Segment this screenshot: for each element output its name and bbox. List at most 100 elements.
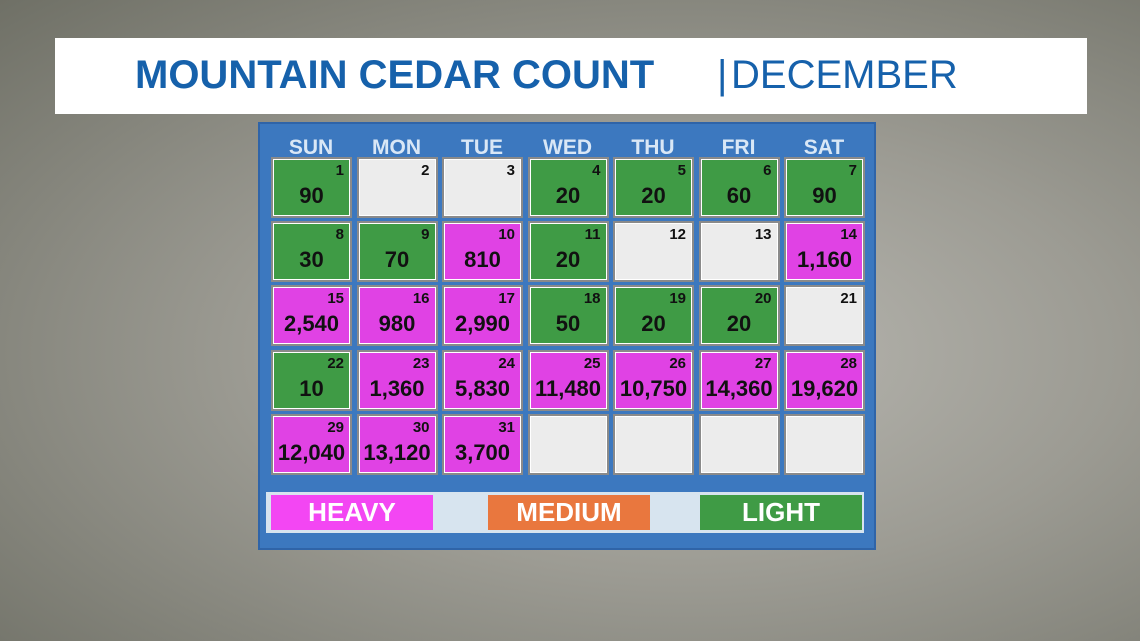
day-number: 11 <box>584 226 601 244</box>
day-number: 31 <box>498 418 515 436</box>
legend-item: MEDIUM <box>488 495 650 530</box>
weekday-label: FRI <box>721 136 756 159</box>
pollen-count: 60 <box>726 183 752 208</box>
day-cell: 1 90 <box>271 157 352 218</box>
day-number: 10 <box>498 226 515 244</box>
day-number: 13 <box>754 226 772 244</box>
day-cell: 3 <box>442 157 523 218</box>
header-bar: MOUNTAIN CEDAR COUNT | DECEMBER <box>55 38 1087 114</box>
pollen-count: 30 <box>299 247 324 273</box>
day-cell: 5 20 <box>613 157 694 218</box>
day-cell: 9 70 <box>356 221 438 283</box>
day-cell: 11 20 <box>527 221 609 283</box>
day-number: 19 <box>669 290 686 308</box>
day-number: 7 <box>848 162 857 179</box>
separator: | <box>717 53 728 97</box>
day-number: 5 <box>677 162 686 179</box>
day-number: 29 <box>327 418 344 436</box>
day-number: 17 <box>498 290 515 308</box>
day-cell: 20 20 <box>698 285 780 347</box>
day-number: 28 <box>840 354 857 372</box>
weekday-label: MON <box>372 136 421 159</box>
calendar-panel: SUN MON TUE WED THU FRI SAT 1 90 2 3 4 20 5 20 6 60 7 90 8 3… <box>258 122 876 550</box>
weekday-label: SUN <box>288 136 334 159</box>
legend-item: HEAVY <box>271 495 433 530</box>
day-cell: 12 <box>613 221 694 283</box>
day-cell: 31 3,700 <box>442 413 523 475</box>
day-cell: 14 1,160 <box>784 221 865 283</box>
pollen-count: 1,360 <box>369 375 425 401</box>
day-number: 8 <box>335 226 344 244</box>
day-cell: 4 20 <box>527 157 609 218</box>
day-cell <box>784 413 865 475</box>
day-cell: 24 5,830 <box>442 349 523 411</box>
day-cell: 29 12,040 <box>271 413 352 475</box>
weekday-label: SAT <box>803 136 845 159</box>
day-number: 20 <box>754 290 772 308</box>
pollen-count: 90 <box>812 183 837 208</box>
day-cell: 6 60 <box>698 157 780 218</box>
day-number: 16 <box>412 290 430 308</box>
day-cell: 8 30 <box>271 221 352 283</box>
day-cell: 21 <box>784 285 865 347</box>
day-number: 22 <box>327 354 344 372</box>
day-cell: 23 1,360 <box>356 349 438 411</box>
pollen-count: 3,700 <box>454 439 511 465</box>
pollen-count: 10,750 <box>619 375 688 401</box>
day-number: 14 <box>840 226 857 244</box>
day-number: 26 <box>669 354 686 372</box>
pollen-count: 11,480 <box>534 375 602 401</box>
pollen-count: 13,120 <box>363 439 431 465</box>
day-number: 9 <box>421 226 430 244</box>
pollen-count: 70 <box>384 247 410 273</box>
day-number: 3 <box>506 162 515 179</box>
day-number: 2 <box>421 162 430 179</box>
day-number: 24 <box>498 354 515 372</box>
day-number: 21 <box>840 290 857 308</box>
day-number: 6 <box>763 162 772 179</box>
pollen-count: 2,990 <box>454 311 511 337</box>
day-cell: 10 810 <box>442 221 523 283</box>
pollen-count: 20 <box>555 247 581 273</box>
day-number: 12 <box>669 226 686 244</box>
day-cell: 28 19,620 <box>784 349 865 411</box>
day-cell: 7 90 <box>784 157 865 218</box>
day-cell: 15 2,540 <box>271 285 352 347</box>
day-number: 27 <box>754 354 772 372</box>
pollen-count: 14,360 <box>705 375 773 401</box>
pollen-count: 20 <box>555 183 581 208</box>
pollen-count: 5,830 <box>454 375 511 401</box>
pollen-count: 50 <box>555 311 581 337</box>
pollen-count: 12,040 <box>277 439 346 465</box>
day-cell: 17 2,990 <box>442 285 523 347</box>
day-cell: 25 11,480 <box>527 349 609 411</box>
month: DECEMBER <box>731 53 958 97</box>
weekday-label: WED <box>543 136 592 159</box>
title: MOUNTAIN CEDAR COUNT <box>135 53 655 97</box>
legend-item: LIGHT <box>700 495 862 530</box>
pollen-count: 10 <box>299 375 324 401</box>
day-number: 15 <box>327 290 344 308</box>
day-number: 4 <box>592 162 601 179</box>
pollen-count: 19,620 <box>790 375 859 401</box>
day-cell: 26 10,750 <box>613 349 694 411</box>
day-cell <box>613 413 694 475</box>
day-cell: 18 50 <box>527 285 609 347</box>
day-cell: 19 20 <box>613 285 694 347</box>
pollen-count: 1,160 <box>796 247 853 273</box>
day-number: 23 <box>412 354 430 372</box>
pollen-count: 20 <box>641 183 666 208</box>
day-cell: 13 <box>698 221 780 283</box>
legend: HEAVY MEDIUM LIGHT <box>266 492 864 533</box>
day-cell <box>698 413 780 475</box>
day-number: 18 <box>583 290 601 308</box>
day-cell: 22 10 <box>271 349 352 411</box>
pollen-count: 810 <box>464 247 501 273</box>
day-cell: 2 <box>356 157 438 218</box>
day-cell <box>527 413 609 475</box>
pollen-count: 980 <box>378 311 416 337</box>
weekday-label: TUE <box>461 136 503 159</box>
day-cell: 16 980 <box>356 285 438 347</box>
pollen-count: 90 <box>299 183 324 208</box>
